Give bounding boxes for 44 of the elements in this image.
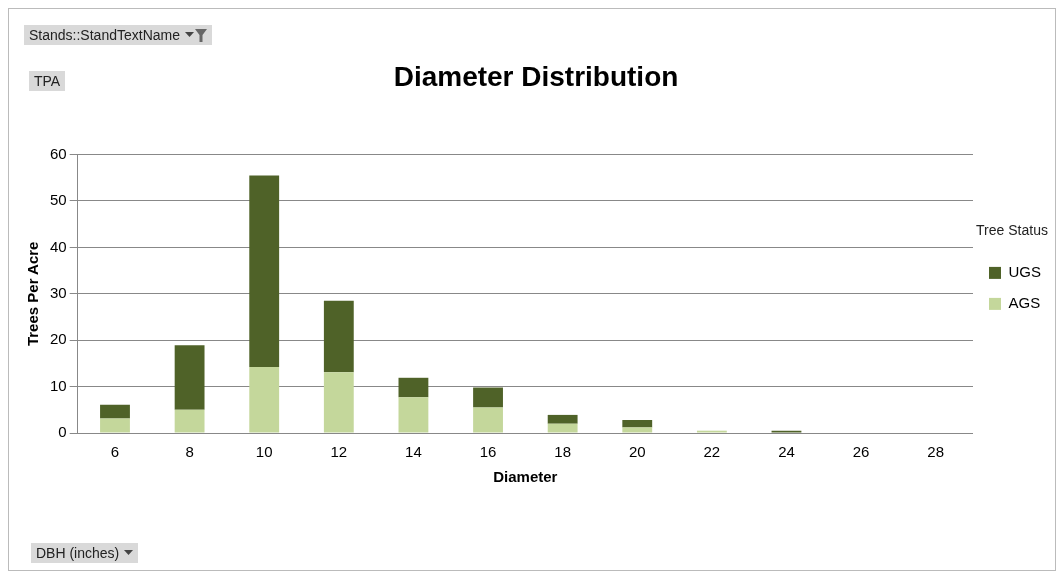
bar <box>249 367 280 433</box>
y-tick-label: 50 <box>50 191 67 209</box>
legend-label: UGS <box>1008 263 1042 281</box>
bar <box>622 420 653 428</box>
legend-label: AGS <box>1008 294 1041 312</box>
text: DBH (inches) <box>36 545 120 561</box>
bar <box>100 418 130 433</box>
bar <box>398 397 429 433</box>
y-tick-label: 10 <box>50 376 67 394</box>
x-tick-label: 14 <box>405 443 422 461</box>
text: TPA <box>34 73 61 89</box>
y-tick-label: 40 <box>50 237 67 255</box>
bar <box>174 409 205 433</box>
bar <box>473 407 503 433</box>
x-tick-label: 22 <box>703 443 721 461</box>
x-axis-title: Diameter <box>493 468 558 486</box>
bar <box>622 427 653 433</box>
bar <box>100 404 130 419</box>
x-tick-label: 6 <box>110 443 120 461</box>
bar <box>249 175 280 368</box>
bar <box>547 414 578 424</box>
bar <box>323 372 354 433</box>
bar <box>547 423 578 433</box>
y-axis-title: Trees Per Acre <box>24 241 42 347</box>
y-tick-label: 20 <box>50 330 67 348</box>
chart-title: Diameter Distribution <box>393 60 679 92</box>
x-tick-label: 16 <box>479 443 497 461</box>
y-tick-label: 0 <box>58 423 67 441</box>
x-tick-label: 12 <box>330 443 348 461</box>
legend-title: Tree Status <box>976 222 1048 239</box>
x-tick-label: 28 <box>927 443 945 461</box>
x-tick-label: 10 <box>255 443 273 461</box>
x-tick-label: 20 <box>628 443 646 461</box>
bar <box>323 300 354 373</box>
y-tick-label: 30 <box>50 283 67 301</box>
x-tick-label: 18 <box>554 443 571 461</box>
y-tick-label: 60 <box>50 144 67 162</box>
x-tick-label: 26 <box>852 443 870 461</box>
bar <box>398 377 429 398</box>
bar <box>174 345 205 410</box>
x-tick-label: 8 <box>185 443 194 461</box>
bar <box>473 387 503 408</box>
x-tick-label: 24 <box>778 443 795 461</box>
text: Stands::StandTextName <box>29 27 180 43</box>
